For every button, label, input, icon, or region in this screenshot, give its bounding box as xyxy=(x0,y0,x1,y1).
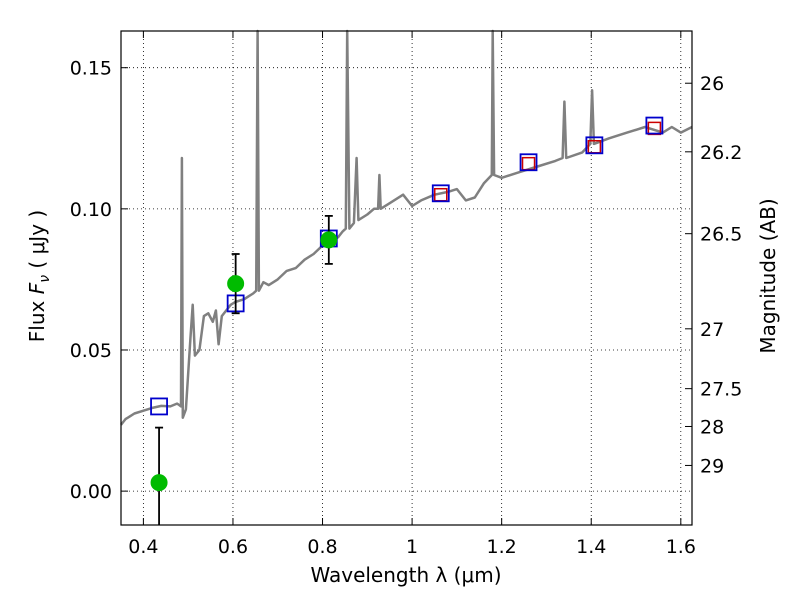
observed-photometry-point xyxy=(320,231,338,249)
observed-photometry-point xyxy=(150,474,168,492)
spectrum-layer xyxy=(120,29,693,426)
grid-layer xyxy=(121,31,692,525)
model-photometry-blue-square xyxy=(519,153,538,172)
plot-frame xyxy=(120,30,693,526)
y2-axis-label: Magnitude (AB) xyxy=(756,198,780,353)
y-tick-label: 0.15 xyxy=(70,58,112,80)
x-tick-label: 0.6 xyxy=(218,536,248,558)
y2-tick-label: 27.5 xyxy=(700,379,742,401)
y-axis-label: Flux Fν ( μJy ) xyxy=(25,210,53,342)
y-tick-label: 0.10 xyxy=(70,199,112,221)
x-tick-label: 1 xyxy=(406,536,418,558)
x-tick-label: 1.4 xyxy=(576,536,606,558)
model-spectrum-line xyxy=(120,29,693,426)
y2-tick-label: 26.2 xyxy=(700,142,742,164)
y2-tick-label: 28 xyxy=(700,416,724,438)
observed-photometry-point xyxy=(227,275,245,293)
y2-tick-label: 26 xyxy=(700,73,724,95)
x-tick-label: 1.6 xyxy=(666,536,696,558)
model-photometry-blue-square xyxy=(150,397,168,416)
points-layer xyxy=(150,116,664,525)
x-tick-label: 1.2 xyxy=(487,536,517,558)
model-photometry-blue-square xyxy=(431,184,450,203)
y-axis-label-suffix: ( μJy ) xyxy=(25,210,49,275)
labels-layer: Wavelength λ (μm) Flux Fν ( μJy ) Magnit… xyxy=(25,198,780,587)
y-tick-label: 0.05 xyxy=(70,340,112,362)
x-tick-label: 0.4 xyxy=(128,536,158,558)
y-tick-label: 0.00 xyxy=(70,481,112,503)
y-axis-label-subscript: ν xyxy=(37,275,53,283)
axes-layer: 0.4 0.6 0.8 1 1.2 1.4 1.6 0.00 0.05 0.10 0.15 26 26.… xyxy=(70,30,742,558)
y2-tick-label: 27 xyxy=(700,319,724,341)
x-tick-label: 0.8 xyxy=(307,536,337,558)
model-photometry-blue-square xyxy=(585,136,604,155)
y-axis-label-symbol: F xyxy=(25,282,49,294)
model-photometry-blue-square xyxy=(645,116,664,135)
y-axis-label-prefix: Flux xyxy=(25,294,49,342)
y2-tick-label: 29 xyxy=(700,455,724,477)
y2-tick-label: 26.5 xyxy=(700,224,742,246)
x-axis-label: Wavelength λ (μm) xyxy=(310,563,501,587)
